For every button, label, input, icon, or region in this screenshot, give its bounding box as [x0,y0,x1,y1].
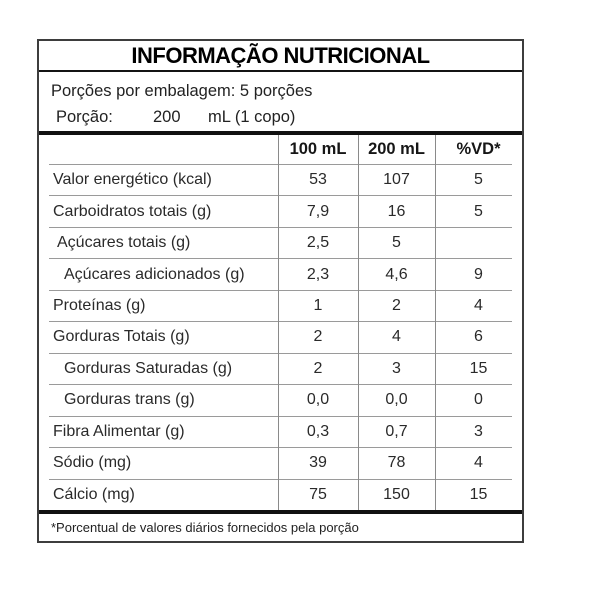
row-label: Cálcio (mg) [53,485,135,503]
row-value-vd: 3 [474,422,483,440]
header-top-rule [39,131,522,135]
table-row-sodio: Sódio (mg) 39 78 4 [39,448,522,478]
row-value-100ml: 75 [309,485,327,503]
table-row-gorduras-totais: Gorduras Totais (g) 2 4 6 [39,322,522,352]
footnote-text: *Porcentual de valores diários fornecido… [51,520,359,535]
row-value-200ml: 5 [392,234,401,252]
page-title: INFORMAÇÃO NUTRICIONAL [131,42,430,68]
row-value-100ml: 39 [309,454,327,472]
row-value-200ml: 78 [387,454,406,472]
portion-amount: 200 [153,108,181,127]
row-value-vd: 5 [474,202,483,220]
header-empty-cell [39,135,278,164]
row-label: Açúcares totais (g) [57,234,191,252]
title-underline [39,70,522,72]
table-row-fibra-alimentar: Fibra Alimentar (g) 0,3 0,7 3 [39,417,522,447]
row-label: Valor energético (kcal) [53,171,212,189]
row-value-100ml: 2,5 [306,234,330,252]
row-value-200ml: 107 [383,171,410,189]
table-row-valor-energetico: Valor energético (kcal) 53 107 5 [39,165,522,195]
header-col-200ml: 200 mL [368,140,425,158]
row-value-200ml: 16 [387,202,406,220]
row-label: Gorduras Totais (g) [53,328,190,346]
table-row-carboidratos: Carboidratos totais (g) 7,9 16 5 [39,196,522,226]
column-divider-2 [358,135,359,510]
table-header-row: 100 mL 200 mL %VD* [39,135,522,164]
nutrition-table: 100 mL 200 mL %VD* Valor energético (kca… [39,135,522,510]
footer-top-rule [39,510,522,514]
row-value-vd: 5 [474,171,483,189]
column-divider-1 [278,135,279,510]
row-value-200ml: 0,0 [385,391,408,409]
row-value-vd: 9 [474,265,483,283]
table-row-acucares-totais: Açúcares totais (g) 2,5 5 [39,228,522,258]
portion-label: Porção: [56,108,113,127]
row-value-200ml: 4,6 [385,265,408,283]
row-value-100ml: 2 [313,359,323,377]
title-block: INFORMAÇÃO NUTRICIONAL [39,41,522,70]
header-col-100ml: 100 mL [289,140,347,158]
serving-info-block: Porções por embalagem: 5 porções Porção:… [39,72,522,131]
header-col-vd: %VD* [456,140,501,158]
table-row-proteinas: Proteínas (g) 1 2 4 [39,291,522,321]
row-value-vd: 4 [474,297,483,315]
row-value-100ml: 1 [313,297,323,315]
row-value-100ml: 2,3 [306,265,330,283]
table-row-acucares-adicionados: Açúcares adicionados (g) 2,3 4,6 9 [39,259,522,289]
row-value-vd: 0 [474,391,483,409]
row-label: Carboidratos totais (g) [53,202,212,220]
row-value-200ml: 3 [392,359,401,377]
row-label: Fibra Alimentar (g) [53,422,185,440]
row-label: Proteínas (g) [53,297,146,315]
row-value-200ml: 150 [383,485,410,503]
row-value-200ml: 0,7 [385,422,408,440]
row-label: Açúcares adicionados (g) [64,265,245,283]
row-label: Gorduras Saturadas (g) [64,359,233,377]
column-divider-3 [435,135,436,510]
row-value-vd: 15 [469,485,488,503]
table-row-gorduras-trans: Gorduras trans (g) 0,0 0,0 0 [39,385,522,415]
row-label: Sódio (mg) [53,454,132,472]
table-row-gorduras-saturadas: Gorduras Saturadas (g) 2 3 15 [39,354,522,384]
footnote-block: *Porcentual de valores diários fornecido… [39,514,522,541]
portion-unit: mL (1 copo) [208,108,296,127]
row-value-vd [435,228,522,258]
row-value-vd: 6 [474,328,483,346]
servings-per-package-line: Porções por embalagem: 5 porções [51,81,313,100]
row-value-200ml: 4 [392,328,401,346]
portion-line: Porção: 200 mL (1 copo) [39,105,522,132]
row-label: Gorduras trans (g) [64,391,195,409]
row-value-100ml: 0,3 [306,422,330,440]
row-value-200ml: 2 [392,297,401,315]
row-value-100ml: 0,0 [306,391,330,409]
row-value-100ml: 2 [313,328,323,346]
nutrition-facts-panel: INFORMAÇÃO NUTRICIONAL Porções por embal… [37,39,524,543]
row-value-vd: 4 [474,454,483,472]
table-row-calcio: Cálcio (mg) 75 150 15 [39,480,522,510]
row-value-vd: 15 [469,359,488,377]
row-value-100ml: 7,9 [306,202,330,220]
row-value-100ml: 53 [309,171,327,189]
